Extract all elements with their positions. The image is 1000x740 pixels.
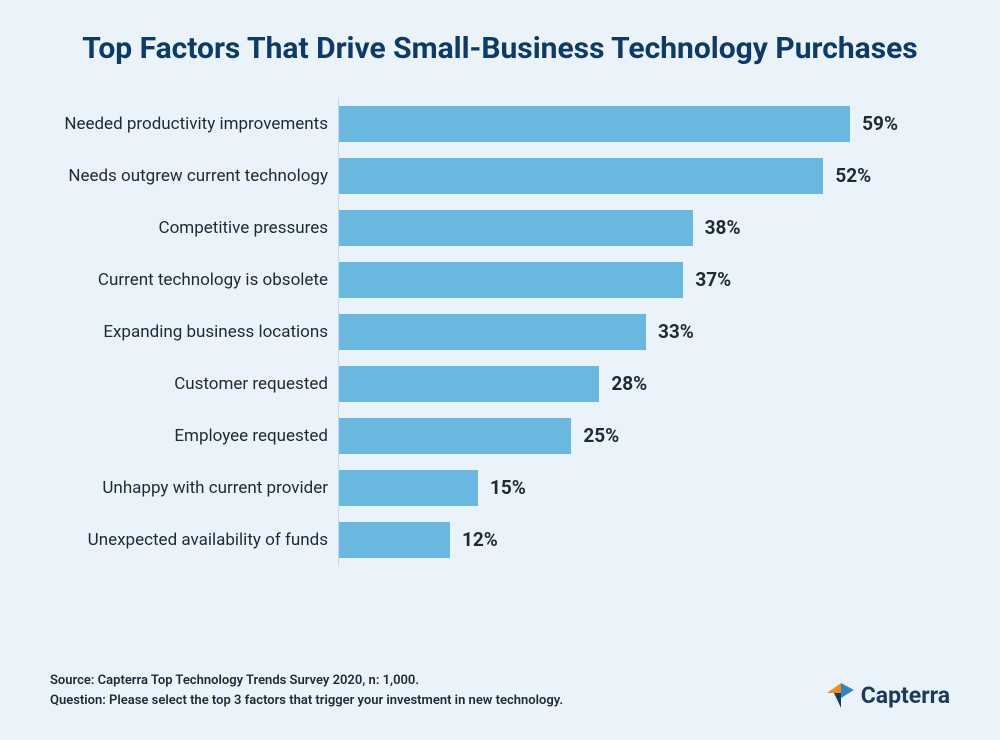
bar-chart: Needed productivity improvements 59% Needs… (50, 98, 950, 566)
row-label: Current technology is obsolete (50, 270, 338, 290)
chart-canvas: Top Factors That Drive Small-Business Te… (0, 0, 1000, 740)
y-axis-line (338, 462, 339, 514)
bar-zone: 33% (338, 306, 898, 358)
chart-row: Customer requested 28% (50, 358, 950, 410)
value-label: 15% (490, 476, 526, 499)
chart-row: Expanding business locations 33% (50, 306, 950, 358)
capterra-logo: Capterra (825, 680, 950, 710)
bar (338, 262, 683, 298)
logo-text: Capterra (861, 682, 950, 709)
chart-row: Employee requested 25% (50, 410, 950, 462)
footnote-question: Question: Please select the top 3 factor… (50, 691, 563, 711)
value-label: 52% (835, 164, 871, 187)
bar (338, 366, 599, 402)
row-label: Expanding business locations (50, 322, 338, 342)
y-axis-line (338, 254, 339, 306)
bar (338, 470, 478, 506)
chart-row: Needs outgrew current technology 52% (50, 150, 950, 202)
row-label: Competitive pressures (50, 218, 338, 238)
bar-zone: 25% (338, 410, 898, 462)
footer: Source: Capterra Top Technology Trends S… (50, 671, 950, 710)
bar-zone: 28% (338, 358, 898, 410)
chart-row: Unhappy with current provider 15% (50, 462, 950, 514)
footnote: Source: Capterra Top Technology Trends S… (50, 671, 563, 710)
y-axis-line (338, 358, 339, 410)
value-label: 38% (705, 216, 741, 239)
y-axis-line (338, 514, 339, 566)
bar-zone: 52% (338, 150, 898, 202)
bar (338, 522, 450, 558)
chart-title: Top Factors That Drive Small-Business Te… (50, 30, 950, 68)
bar (338, 418, 571, 454)
y-axis-line (338, 410, 339, 462)
chart-row: Unexpected availability of funds 12% (50, 514, 950, 566)
row-label: Customer requested (50, 374, 338, 394)
y-axis-line (338, 98, 339, 150)
value-label: 33% (658, 320, 694, 343)
bar-zone: 15% (338, 462, 898, 514)
row-label: Unexpected availability of funds (50, 530, 338, 550)
bar (338, 314, 646, 350)
row-label: Unhappy with current provider (50, 478, 338, 498)
bar-zone: 37% (338, 254, 898, 306)
bar-zone: 38% (338, 202, 898, 254)
y-axis-line (338, 306, 339, 358)
y-axis-line (338, 150, 339, 202)
row-label: Needed productivity improvements (50, 114, 338, 134)
row-label: Employee requested (50, 426, 338, 446)
bar-zone: 59% (338, 98, 898, 150)
chart-row: Current technology is obsolete 37% (50, 254, 950, 306)
value-label: 59% (862, 112, 898, 135)
bar-zone: 12% (338, 514, 898, 566)
chart-row: Needed productivity improvements 59% (50, 98, 950, 150)
chart-row: Competitive pressures 38% (50, 202, 950, 254)
bar (338, 210, 693, 246)
value-label: 28% (611, 372, 647, 395)
bar (338, 106, 850, 142)
y-axis-line (338, 202, 339, 254)
value-label: 12% (462, 528, 498, 551)
row-label: Needs outgrew current technology (50, 166, 338, 186)
capterra-arrow-icon (825, 680, 855, 710)
value-label: 37% (695, 268, 731, 291)
footnote-source: Source: Capterra Top Technology Trends S… (50, 671, 563, 691)
value-label: 25% (583, 424, 619, 447)
bar (338, 158, 823, 194)
